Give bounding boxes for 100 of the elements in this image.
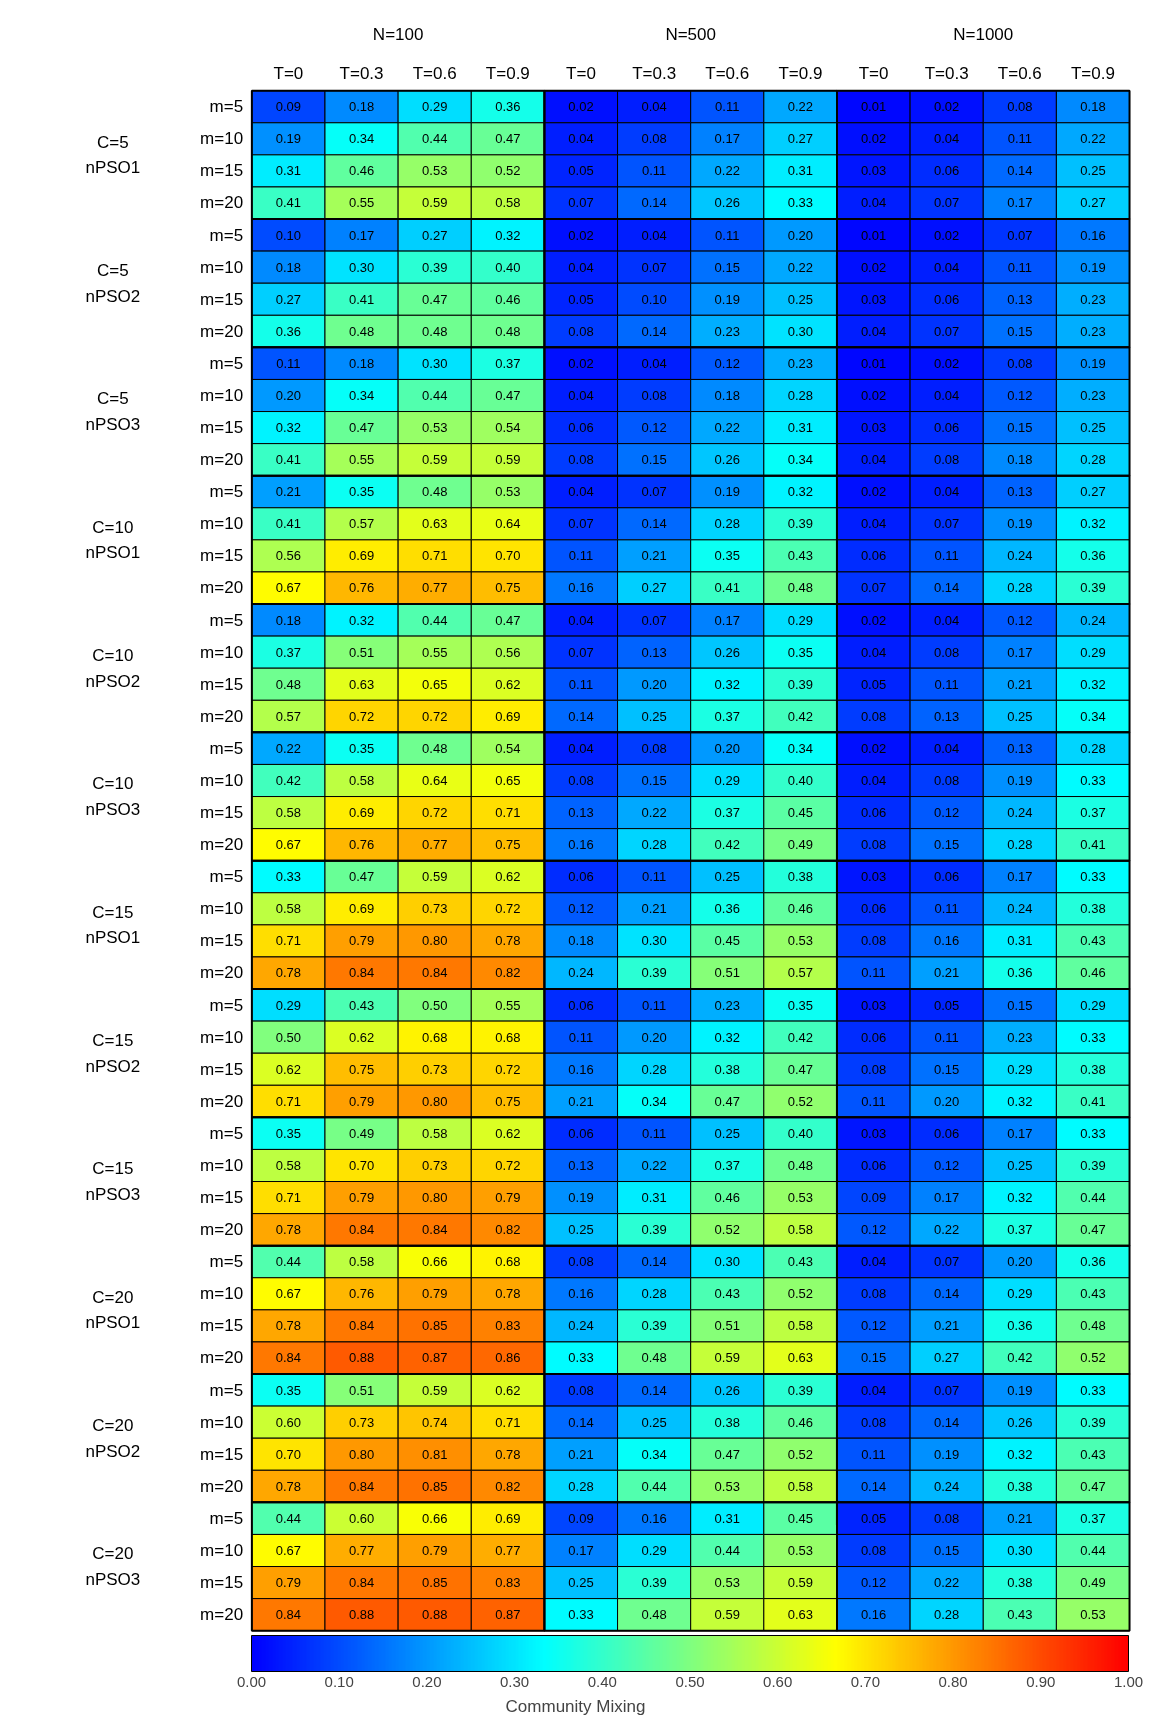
data-label: 0.30 <box>641 933 667 949</box>
data-label: 0.27 <box>934 1350 960 1366</box>
y-tick-label: m=15 <box>200 1444 244 1464</box>
data-label: 0.34 <box>787 740 814 756</box>
data-label: 0.34 <box>641 1093 667 1109</box>
data-label: 0.36 <box>714 901 740 917</box>
data-label: 0.36 <box>1007 965 1033 981</box>
data-label: 0.30 <box>1007 1542 1033 1558</box>
y-tick-label: m=20 <box>200 1476 244 1496</box>
data-label: 0.07 <box>641 259 667 275</box>
data-label: 0.77 <box>422 580 448 596</box>
data-label: 0.78 <box>275 1318 302 1334</box>
data-label: 0.24 <box>568 965 594 981</box>
y-tick-label: m=15 <box>200 1573 244 1593</box>
data-label: 0.21 <box>934 1318 960 1334</box>
y-tick-label: m=15 <box>200 674 244 694</box>
data-label: 0.04 <box>568 740 594 756</box>
data-label: 0.35 <box>275 1382 302 1398</box>
data-label: 0.25 <box>714 1125 740 1141</box>
data-label: 0.08 <box>1007 99 1033 115</box>
data-label: 0.08 <box>568 452 594 468</box>
data-label: 0.19 <box>1007 772 1033 788</box>
data-label: 0.07 <box>934 323 960 339</box>
data-label: 0.28 <box>934 1607 960 1623</box>
data-label: 0.71 <box>495 805 521 821</box>
data-label: 0.13 <box>568 1157 594 1173</box>
data-label: 0.23 <box>1007 1029 1033 1045</box>
data-label: 0.52 <box>1080 1350 1106 1366</box>
data-label: 0.13 <box>1007 484 1033 500</box>
data-label: 0.14 <box>568 1414 594 1430</box>
data-label: 0.25 <box>641 708 667 724</box>
data-label: 0.15 <box>641 772 667 788</box>
text: C=15 nPSO1 <box>85 902 141 948</box>
data-label: 0.19 <box>1080 259 1106 275</box>
data-label: 0.71 <box>275 933 302 949</box>
data-label: 0.22 <box>934 1575 960 1591</box>
y-tick-label: m=5 <box>209 482 244 502</box>
data-label: 0.24 <box>568 1318 594 1334</box>
data-label: 0.32 <box>714 1029 740 1045</box>
data-label: 0.34 <box>1080 708 1106 724</box>
data-label: 0.44 <box>422 131 448 147</box>
data-label: 0.11 <box>934 548 959 564</box>
data-label: 0.84 <box>348 1575 375 1591</box>
data-label: 0.28 <box>641 1286 667 1302</box>
y-tick-label: m=20 <box>200 578 244 598</box>
data-label: 0.08 <box>641 388 667 403</box>
data-label: 0.15 <box>934 1542 960 1558</box>
text: C=15 nPSO2 <box>85 1030 141 1076</box>
data-label: 0.27 <box>1080 195 1106 211</box>
y-tick-label: m=10 <box>200 514 244 534</box>
data-label: 0.35 <box>787 997 814 1013</box>
data-label: 0.16 <box>860 1607 887 1623</box>
data-label: 0.33 <box>1080 1029 1106 1045</box>
data-label: 0.06 <box>860 805 887 821</box>
y-tick-label: m=15 <box>200 1059 244 1079</box>
data-label: 0.42 <box>1007 1350 1033 1366</box>
data-label: 0.65 <box>495 772 521 788</box>
data-label: 0.17 <box>1007 644 1033 660</box>
data-label: 0.24 <box>1007 548 1033 564</box>
data-label: 0.35 <box>275 1125 302 1141</box>
data-label: 0.50 <box>422 997 448 1013</box>
data-label: 0.04 <box>860 195 887 211</box>
data-label: 0.01 <box>860 355 887 371</box>
data-label: 0.04 <box>934 740 960 756</box>
data-label: 0.71 <box>422 548 448 564</box>
data-label: 0.79 <box>348 933 375 949</box>
data-label: 0.04 <box>934 259 960 275</box>
x-tick-label: T=0.6 <box>412 63 457 83</box>
y-tick-label: m=15 <box>200 931 244 951</box>
data-label: 0.29 <box>1080 644 1106 660</box>
data-label: 0.30 <box>348 259 375 275</box>
y-tick-label: m=15 <box>200 289 244 309</box>
data-label: 0.35 <box>714 548 740 564</box>
data-label: 0.23 <box>1080 323 1106 339</box>
data-label: 0.70 <box>348 1157 375 1173</box>
data-label: 0.75 <box>495 580 521 596</box>
data-label: 0.29 <box>641 1542 667 1558</box>
text: C=20 nPSO3 <box>85 1544 141 1589</box>
data-label: 0.74 <box>422 1414 448 1430</box>
data-label: 0.47 <box>787 1061 814 1077</box>
data-label: 0.49 <box>787 837 814 853</box>
text: C=5 nPSO3 <box>85 389 141 434</box>
data-label: 0.59 <box>422 869 448 885</box>
y-tick-label: m=20 <box>200 963 244 983</box>
data-label: 0.07 <box>568 644 594 660</box>
data-label: 0.72 <box>495 1157 521 1173</box>
data-label: 0.51 <box>714 965 740 981</box>
x-tick-label: T=0.9 <box>1070 63 1115 83</box>
data-label: 0.28 <box>568 1478 594 1494</box>
data-label: 0.04 <box>641 355 667 371</box>
data-label: 0.29 <box>714 772 740 788</box>
data-label: 0.47 <box>348 420 375 436</box>
data-label: 0.26 <box>714 1382 740 1398</box>
data-label: 0.37 <box>495 355 521 371</box>
data-label: 0.69 <box>348 548 375 564</box>
data-label: 0.47 <box>1080 1478 1106 1494</box>
data-label: 0.37 <box>1080 805 1106 821</box>
data-label: 0.38 <box>1007 1575 1033 1591</box>
data-label: 0.25 <box>1080 163 1106 179</box>
color-bar-label: 1.00 <box>1113 1672 1144 1690</box>
